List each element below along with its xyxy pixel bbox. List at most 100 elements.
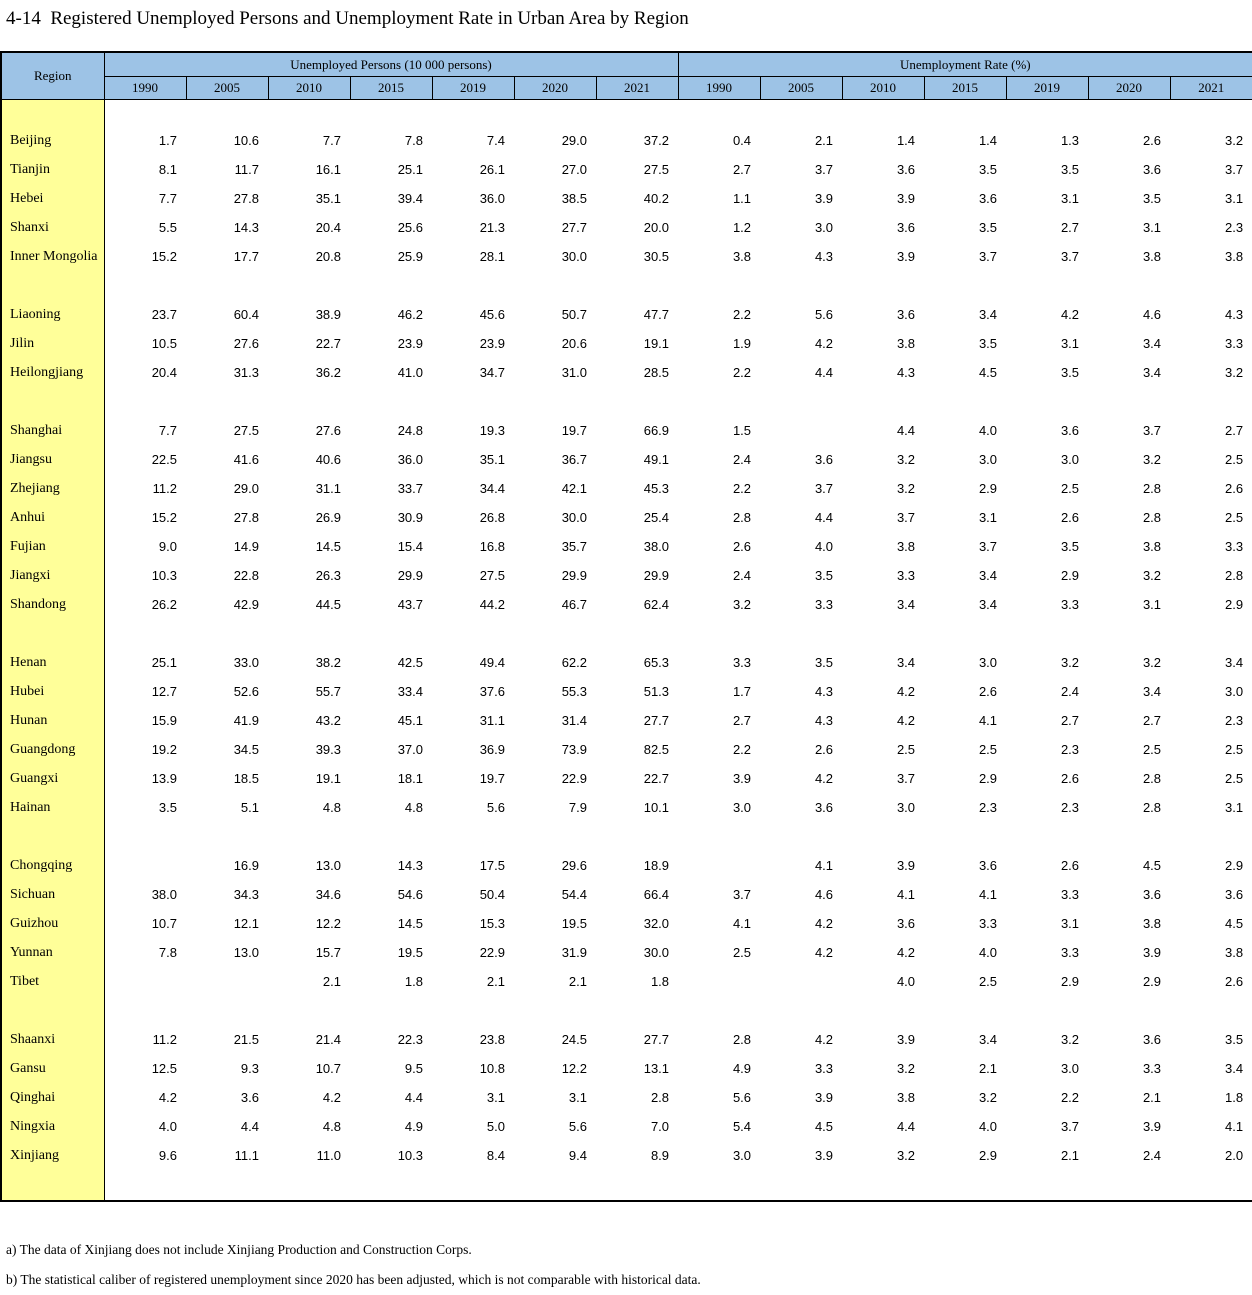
persons-value-cell: 11.2 [152, 1032, 177, 1047]
rate-value-cell: 3.6 [896, 162, 916, 177]
persons-value-cell: 2.1 [322, 974, 341, 989]
persons-value-cell: 22.3 [397, 1032, 423, 1047]
rate-value-cell: 3.7 [896, 510, 916, 525]
rate-value-cell: 2.5 [1225, 510, 1244, 525]
persons-value-cell: 21.4 [315, 1032, 341, 1047]
persons-value-cell: 45.6 [479, 307, 505, 322]
table-row: Guangxi 13.9 18.5 19.1 18.1 19.7 22.9 22.7 3.9 4.… [1, 764, 1252, 793]
rate-value-cell: 3.5 [978, 162, 998, 177]
persons-value-cell: 15.2 [151, 510, 177, 525]
rate-value-cell: 3.2 [896, 1148, 916, 1163]
region-cell: Hebei [1, 184, 105, 213]
rate-value-cell: 4.4 [814, 365, 834, 380]
rate-value-cell: 3.9 [1142, 1119, 1162, 1134]
rate-value-cell: 3.9 [896, 1032, 916, 1047]
rate-value-cell: 3.2 [978, 1090, 998, 1105]
rate-value-cell: 2.3 [1225, 220, 1244, 235]
rate-value-cell: 3.6 [896, 220, 916, 235]
persons-value-cell: 26.9 [315, 510, 341, 525]
persons-value-cell: 19.5 [397, 945, 423, 960]
footnote-a: a) The data of Xinjiang does not include… [6, 1242, 472, 1257]
rate-value-cell: 3.9 [1142, 945, 1162, 960]
rate-value-cell: 1.4 [896, 133, 916, 148]
region-cell: Inner Mongolia [1, 242, 105, 271]
region-cell: Yunnan [1, 938, 105, 967]
persons-value-cell: 7.9 [568, 800, 587, 815]
rate-value-cell: 4.4 [896, 1119, 916, 1134]
rate-value-cell: 2.3 [1060, 742, 1080, 757]
table-row: Liaoning 23.7 60.4 38.9 46.2 45.6 50.7 47.7 2.2 5… [1, 300, 1252, 329]
persons-value-cell: 39.3 [315, 742, 341, 757]
group-header-persons: Unemployed Persons (10 000 persons) [103, 51, 679, 77]
persons-value-cell: 26.2 [151, 597, 177, 612]
rate-value-cell: 3.1 [1225, 191, 1244, 206]
region-cell: Shanghai [1, 416, 105, 445]
table-row: Tibet 2.1 1.8 2.1 2.1 1.8 4.0 2.5 2.9 2.9 2.6 [1, 967, 1252, 996]
rate-value-cell: 2.4 [1060, 684, 1080, 699]
persons-value-cell: 26.8 [479, 510, 505, 525]
table-row: Jiangsu 22.5 41.6 40.6 36.0 35.1 36.7 49.1 2.4 3.… [1, 445, 1252, 474]
persons-value-cell: 19.7 [479, 771, 505, 786]
rate-value-cell: 2.3 [1060, 800, 1080, 815]
persons-value-cell: 23.9 [479, 336, 505, 351]
persons-value-cell: 40.2 [643, 191, 670, 206]
persons-value-cell: 34.4 [479, 481, 505, 496]
persons-value-cell: 73.9 [561, 742, 587, 757]
persons-value-cell: 24.5 [561, 1032, 587, 1047]
region-cell: Anhui [1, 503, 105, 532]
persons-value-cell: 13.0 [233, 945, 259, 960]
persons-value-cell: 14.9 [233, 539, 259, 554]
rate-value-cell: 3.2 [1142, 568, 1162, 583]
persons-value-cell: 27.6 [315, 423, 341, 438]
persons-value-cell: 11.1 [234, 1148, 259, 1163]
persons-value-cell: 5.0 [486, 1119, 505, 1134]
persons-value-cell: 82.5 [643, 742, 670, 757]
persons-value-cell: 60.4 [233, 307, 259, 322]
persons-value-cell: 22.8 [233, 568, 259, 583]
persons-value-cell: 26.3 [315, 568, 341, 583]
persons-value-cell: 29.0 [233, 481, 259, 496]
rate-value-cell: 3.0 [814, 220, 834, 235]
spacer-row [1, 387, 1252, 416]
group-header-rate: Unemployment Rate (%) [677, 51, 1252, 77]
persons-value-cell: 29.9 [397, 568, 423, 583]
rate-value-cell: 4.2 [1060, 307, 1080, 322]
persons-value-cell: 42.1 [561, 481, 587, 496]
rate-value-cell: 3.8 [896, 336, 916, 351]
rate-value-cell: 3.5 [814, 568, 834, 583]
persons-value-cell: 10.6 [233, 133, 259, 148]
rate-value-cell: 2.8 [732, 1032, 752, 1047]
rate-value-cell: 2.9 [978, 1148, 998, 1163]
rate-value-cell: 3.2 [1142, 655, 1162, 670]
year-header: 1990 [677, 76, 761, 100]
persons-value-cell: 23.7 [151, 307, 177, 322]
persons-value-cell: 25.6 [397, 220, 423, 235]
rate-value-cell: 4.5 [1142, 858, 1162, 873]
rate-value-cell: 2.8 [1142, 481, 1162, 496]
persons-value-cell: 9.5 [404, 1061, 423, 1076]
persons-value-cell: 11.2 [152, 481, 177, 496]
persons-value-cell: 3.6 [240, 1090, 259, 1105]
persons-value-cell: 66.4 [643, 887, 670, 902]
rate-value-cell: 4.2 [896, 713, 916, 728]
persons-value-cell: 46.2 [397, 307, 423, 322]
table-row: Yunnan 7.8 13.0 15.7 19.5 22.9 31.9 30.0 2.5 4.2 4… [1, 938, 1252, 967]
spacer-cell [104, 100, 1252, 127]
rate-value-cell: 4.0 [978, 945, 998, 960]
persons-value-cell: 30.0 [561, 510, 587, 525]
persons-value-cell: 34.3 [233, 887, 259, 902]
rate-value-cell: 4.4 [896, 423, 916, 438]
rate-value-cell: 3.3 [814, 597, 834, 612]
region-cell: Hunan [1, 706, 105, 735]
persons-value-cell: 14.3 [397, 858, 423, 873]
persons-value-cell: 20.4 [315, 220, 341, 235]
rate-value-cell: 3.2 [1060, 1032, 1080, 1047]
persons-value-cell: 42.5 [397, 655, 423, 670]
persons-value-cell: 34.6 [315, 887, 341, 902]
persons-value-cell: 12.2 [561, 1061, 587, 1076]
rate-value-cell: 3.5 [1142, 191, 1162, 206]
persons-value-cell: 35.1 [315, 191, 341, 206]
rate-value-cell: 4.1 [978, 887, 998, 902]
rate-value-cell: 2.5 [978, 974, 998, 989]
region-cell: Jiangxi [1, 561, 105, 590]
